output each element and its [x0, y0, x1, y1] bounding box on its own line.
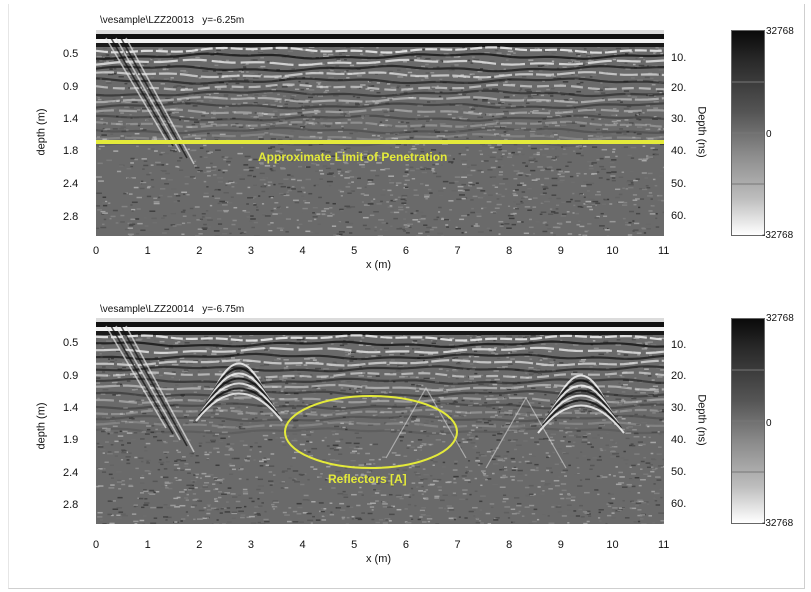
depth-m-tick: 2.8 [63, 499, 79, 511]
colorbar-max-label: 32768 [766, 313, 794, 324]
y-axis-label-right: Depth (ns) [695, 394, 708, 446]
diffraction-streaks [105, 37, 195, 165]
surface-band [96, 322, 664, 327]
reflectors-label: Reflectors [A] [328, 472, 407, 486]
x-axis-tick: 5 [351, 539, 358, 551]
surface-band [96, 34, 664, 39]
depth-ns-tick: 60. [671, 498, 687, 510]
radargram-texture [96, 30, 664, 236]
x-axis-tick: 7 [454, 539, 461, 551]
x-axis-tick: 1 [144, 245, 151, 257]
x-axis-tick: 4 [299, 245, 306, 257]
x-axis-tick: 7 [454, 245, 461, 257]
depth-ns-tick: 20. [671, 82, 687, 94]
x-axis-tick: 2 [196, 245, 203, 257]
x-axis-label: x (m) [366, 259, 392, 271]
depth-ns-tick: 10. [671, 339, 687, 351]
depth-ns-tick: 60. [671, 210, 687, 222]
hyperbola-reflections [195, 362, 625, 469]
depth-m-tick: 1.4 [63, 113, 79, 125]
colorbar-mid-label: 0 [766, 418, 772, 429]
surface-band [96, 327, 664, 331]
depth-m-tick: 1.4 [63, 402, 79, 414]
x-axis-tick: 6 [402, 539, 409, 551]
depth-m-tick: 0.5 [63, 48, 79, 60]
x-axis-tick: 5 [351, 245, 358, 257]
depth-ns-tick: 40. [671, 434, 687, 446]
x-axis-tick: 11 [658, 245, 670, 257]
radargram-image [96, 30, 664, 236]
x-axis-tick: 3 [247, 245, 255, 257]
depth-m-tick: 0.5 [63, 337, 79, 349]
figure-frame [8, 4, 805, 589]
colorbar [731, 318, 765, 524]
x-axis-tick: 9 [557, 245, 564, 257]
colorbar-max-label: 32768 [766, 26, 794, 37]
x-axis-tick: 10 [606, 245, 619, 257]
colorbar [731, 30, 765, 236]
radargram-image [96, 318, 664, 524]
depth-ns-tick: 20. [671, 370, 687, 382]
y-axis-label-right: Depth (ns) [695, 106, 708, 158]
x-axis-tick: 10 [606, 539, 619, 551]
x-axis-tick: 0 [93, 245, 100, 257]
radargram-title: \vesample\LZZ20014 y=-6.75m [100, 304, 245, 315]
surface-band [96, 39, 664, 43]
x-axis-tick: 4 [299, 539, 306, 551]
depth-m-tick: 0.9 [63, 81, 79, 93]
depth-m-tick: 2.4 [63, 467, 79, 479]
depth-ns-tick: 40. [671, 145, 687, 157]
y-axis-label-left: depth (m) [35, 402, 48, 450]
depth-m-tick: 1.8 [63, 145, 79, 157]
noise-texture [96, 318, 664, 524]
x-axis-tick: 2 [196, 539, 203, 551]
colorbar-dividers [732, 81, 764, 185]
reflection-bands [96, 334, 664, 435]
colorbar-min-label: -32768 [762, 518, 794, 529]
surface-band [96, 318, 664, 322]
depth-ns-tick: 30. [671, 402, 687, 414]
colorbar-min-label: -32768 [762, 230, 794, 241]
y-axis-label-left: depth (m) [35, 108, 48, 156]
depth-m-tick: 0.9 [63, 370, 79, 382]
x-axis-label: x (m) [366, 553, 392, 565]
x-axis-tick: 3 [247, 539, 255, 551]
x-axis-tick: 1 [144, 539, 151, 551]
diffraction-streaks [105, 325, 195, 453]
radargram-texture [96, 318, 664, 524]
colorbar-dividers [732, 369, 764, 473]
penetration-limit-label: Approximate Limit of Penetration [258, 150, 448, 164]
x-axis-tick: 0 [93, 539, 100, 551]
colorbar-mid-label: 0 [766, 129, 772, 140]
x-axis-tick: 8 [506, 245, 513, 257]
depth-ns-tick: 50. [671, 178, 687, 190]
depth-ns-tick: 30. [671, 113, 687, 125]
penetration-limit-line [96, 140, 664, 144]
reflectors-ellipse [284, 395, 458, 469]
x-axis-tick: 9 [557, 539, 564, 551]
surface-band [96, 43, 664, 47]
surface-band [96, 331, 664, 335]
depth-ns-tick: 10. [671, 52, 687, 64]
x-axis-tick: 8 [506, 539, 513, 551]
x-axis-tick: 6 [402, 245, 409, 257]
x-axis-tick: 11 [658, 539, 670, 551]
radargram-title: \vesample\LZZ20013 y=-6.25m [100, 15, 245, 26]
reflection-bands [96, 46, 664, 147]
surface-band [96, 30, 664, 34]
depth-m-tick: 1.9 [63, 434, 79, 446]
depth-ns-tick: 50. [671, 466, 687, 478]
depth-m-tick: 2.8 [63, 211, 79, 223]
depth-m-tick: 2.4 [63, 178, 79, 190]
